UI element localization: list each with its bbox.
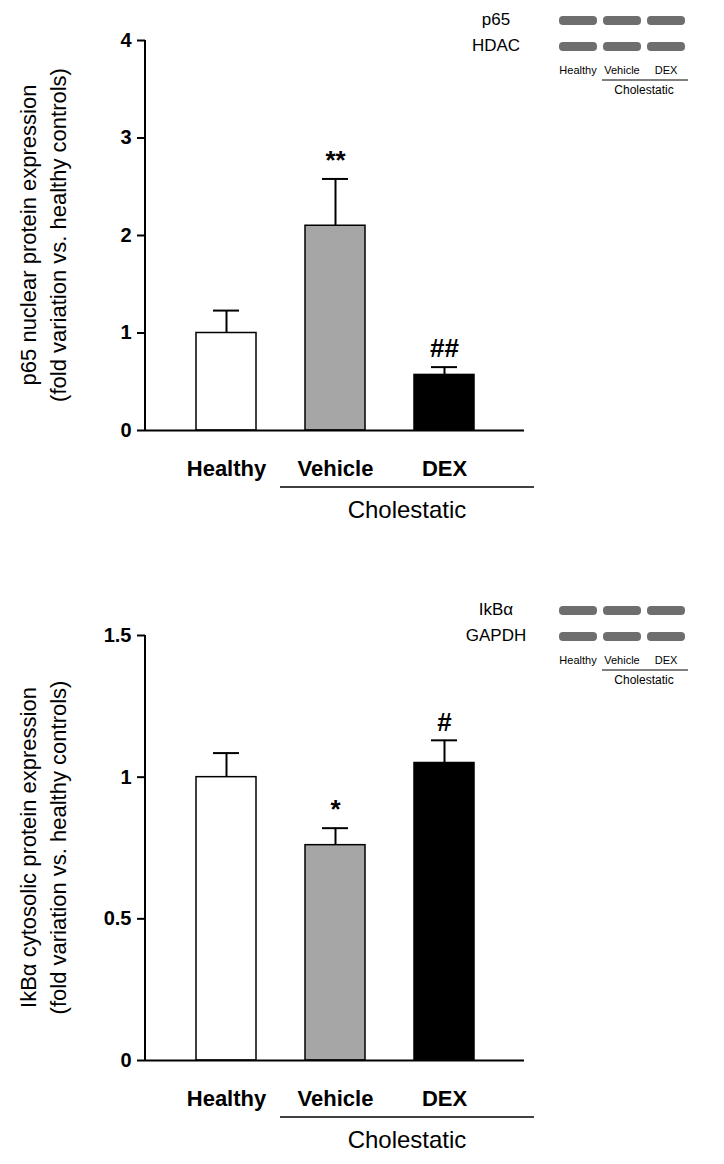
svg-text:0: 0 (120, 419, 131, 441)
svg-text:1: 1 (120, 321, 131, 343)
svg-text:Cholestatic: Cholestatic (348, 496, 467, 523)
svg-text:Healthy: Healthy (559, 654, 597, 666)
svg-text:0.5: 0.5 (104, 907, 132, 929)
svg-text:0: 0 (120, 1049, 131, 1071)
svg-text:GAPDH: GAPDH (466, 626, 526, 645)
svg-text:p65 nuclear protein expression: p65 nuclear protein expression (16, 85, 41, 386)
svg-text:#: # (437, 707, 452, 737)
svg-text:DEX: DEX (422, 1086, 468, 1111)
svg-text:DEX: DEX (422, 456, 468, 481)
svg-text:Cholestatic: Cholestatic (614, 83, 673, 97)
svg-text:Cholestatic: Cholestatic (614, 673, 673, 687)
svg-text:3: 3 (120, 126, 131, 148)
svg-text:Vehicle: Vehicle (298, 456, 374, 481)
svg-text:IkBα cytosolic protein express: IkBα cytosolic protein expression (16, 687, 41, 1008)
svg-text:Vehicle: Vehicle (604, 64, 639, 76)
svg-text:DEX: DEX (655, 64, 678, 76)
svg-text:Healthy: Healthy (187, 1086, 267, 1111)
svg-text:Healthy: Healthy (559, 64, 597, 76)
svg-text:##: ## (430, 333, 459, 363)
svg-text:IkBα: IkBα (479, 600, 514, 619)
svg-text:1.5: 1.5 (104, 624, 132, 646)
svg-text:Vehicle: Vehicle (298, 1086, 374, 1111)
svg-text:*: * (330, 794, 341, 824)
svg-text:DEX: DEX (655, 654, 678, 666)
svg-text:Vehicle: Vehicle (604, 654, 639, 666)
svg-text:1: 1 (120, 766, 131, 788)
svg-text:2: 2 (120, 224, 131, 246)
svg-text:HDAC: HDAC (472, 36, 520, 55)
svg-text:**: ** (325, 145, 346, 175)
svg-text:(fold variation vs. healthy co: (fold variation vs. healthy controls) (46, 68, 71, 402)
svg-text:4: 4 (120, 29, 132, 51)
svg-text:p65: p65 (482, 10, 510, 29)
svg-text:Cholestatic: Cholestatic (348, 1126, 467, 1153)
svg-text:Healthy: Healthy (187, 456, 267, 481)
svg-text:(fold variation vs. healthy co: (fold variation vs. healthy controls) (46, 681, 71, 1015)
